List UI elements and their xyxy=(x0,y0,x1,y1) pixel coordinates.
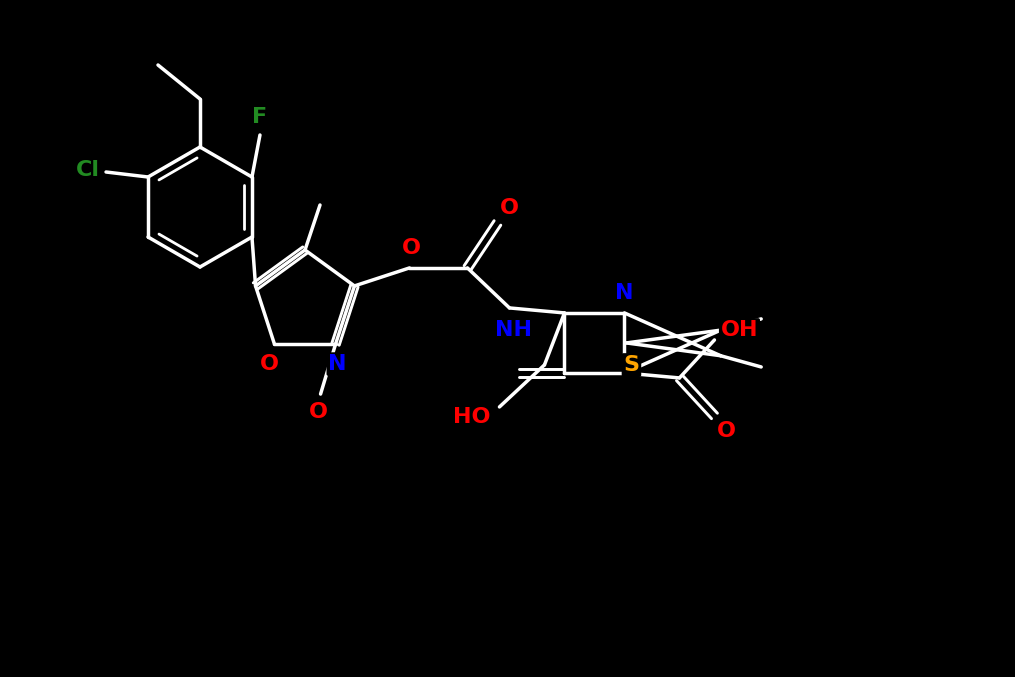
Text: N: N xyxy=(328,354,347,374)
Text: O: O xyxy=(402,238,421,258)
Text: O: O xyxy=(309,402,328,422)
Text: O: O xyxy=(500,198,519,218)
Text: OH: OH xyxy=(721,320,758,340)
Text: F: F xyxy=(253,107,268,127)
Text: O: O xyxy=(717,421,736,441)
Text: S: S xyxy=(623,355,639,375)
Text: N: N xyxy=(615,283,633,303)
Text: O: O xyxy=(260,354,279,374)
Text: NH: NH xyxy=(495,320,532,340)
Text: Cl: Cl xyxy=(76,160,100,180)
Text: HO: HO xyxy=(453,407,490,427)
